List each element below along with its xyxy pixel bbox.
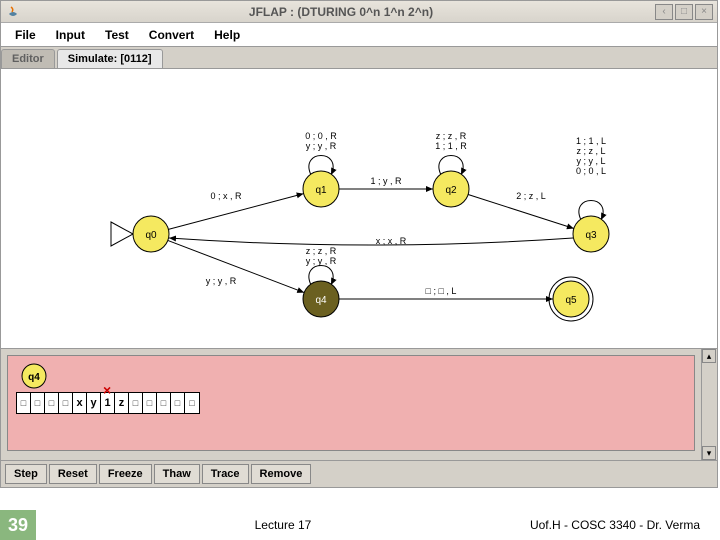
tape-cell: y: [87, 393, 101, 413]
tape-cell: □: [185, 393, 199, 413]
svg-text:0 ; 0 , L: 0 ; 0 , L: [576, 166, 606, 176]
tape-cell: □: [45, 393, 59, 413]
svg-text:z ; z , R: z ; z , R: [306, 246, 337, 256]
simulation-panel: q4 □□□□xy1z□□□□□ × ▴ ▾: [1, 349, 717, 461]
button-row: Step Reset Freeze Thaw Trace Remove: [1, 461, 717, 487]
tape-cell: z: [115, 393, 129, 413]
reset-button[interactable]: Reset: [49, 464, 97, 484]
svg-text:0 ; x , R: 0 ; x , R: [210, 191, 242, 201]
window-title: JFLAP : (DTURING 0^n 1^n 2^n): [27, 5, 655, 19]
menu-bar: File Input Test Convert Help: [1, 23, 717, 47]
svg-text:q5: q5: [565, 295, 577, 306]
maximize-button[interactable]: □: [675, 4, 693, 20]
thaw-button[interactable]: Thaw: [154, 464, 200, 484]
footer-right: Uof.H - COSC 3340 - Dr. Verma: [530, 518, 720, 532]
step-button[interactable]: Step: [5, 464, 47, 484]
menu-convert[interactable]: Convert: [139, 25, 204, 45]
tape-head-marker: ×: [103, 382, 111, 398]
tape-cell: □: [143, 393, 157, 413]
titlebar: JFLAP : (DTURING 0^n 1^n 2^n) ‹ □ ×: [1, 1, 717, 23]
remove-button[interactable]: Remove: [251, 464, 312, 484]
scrollbar-vertical[interactable]: ▴ ▾: [701, 349, 717, 460]
menu-file[interactable]: File: [5, 25, 46, 45]
window-controls: ‹ □ ×: [655, 4, 713, 20]
svg-text:q2: q2: [445, 185, 457, 196]
menu-help[interactable]: Help: [204, 25, 250, 45]
automaton-canvas[interactable]: 0 ; x , R0 ; 0 , Ry ; y , R1 ; y , Rz ; …: [1, 69, 717, 349]
simulation-config[interactable]: q4 □□□□xy1z□□□□□ ×: [7, 355, 695, 451]
close-button[interactable]: ×: [695, 4, 713, 20]
svg-text:q1: q1: [315, 185, 327, 196]
tab-simulate[interactable]: Simulate: [0112]: [57, 49, 163, 68]
trace-button[interactable]: Trace: [202, 464, 249, 484]
scroll-down-button[interactable]: ▾: [702, 446, 716, 460]
svg-text:1 ; 1 , R: 1 ; 1 , R: [435, 141, 467, 151]
scroll-up-button[interactable]: ▴: [702, 349, 716, 363]
svg-text:□ ; □ , L: □ ; □ , L: [426, 286, 457, 296]
freeze-button[interactable]: Freeze: [99, 464, 152, 484]
java-icon: [5, 4, 21, 20]
app-window: JFLAP : (DTURING 0^n 1^n 2^n) ‹ □ × File…: [0, 0, 718, 488]
svg-text:0 ; 0 , R: 0 ; 0 , R: [305, 131, 337, 141]
sim-current-state: q4: [16, 362, 56, 395]
tape-cell: □: [31, 393, 45, 413]
svg-text:1 ; y , R: 1 ; y , R: [370, 176, 402, 186]
tape-cell: □: [59, 393, 73, 413]
footer-center: Lecture 17: [36, 518, 530, 532]
tape-cell: □: [157, 393, 171, 413]
tab-editor[interactable]: Editor: [1, 49, 55, 68]
svg-text:q4: q4: [315, 295, 327, 306]
tape-cell: □: [17, 393, 31, 413]
svg-text:z ; z , R: z ; z , R: [436, 131, 467, 141]
svg-text:2 ; z , L: 2 ; z , L: [516, 191, 546, 201]
menu-test[interactable]: Test: [95, 25, 139, 45]
slide-footer: 39 Lecture 17 Uof.H - COSC 3340 - Dr. Ve…: [0, 510, 720, 540]
tab-row: Editor Simulate: [0112]: [1, 47, 717, 69]
svg-text:x ; x , R: x ; x , R: [376, 236, 407, 246]
sim-state-label: q4: [28, 372, 40, 383]
svg-text:z ; z , L: z ; z , L: [576, 146, 605, 156]
tape-cell: □: [129, 393, 143, 413]
svg-text:y ; y , L: y ; y , L: [576, 156, 605, 166]
svg-text:1 ; 1 , L: 1 ; 1 , L: [576, 136, 606, 146]
svg-text:y ; y , R: y ; y , R: [306, 256, 337, 266]
slide-number: 39: [0, 510, 36, 540]
svg-text:y ; y , R: y ; y , R: [306, 141, 337, 151]
minimize-button[interactable]: ‹: [655, 4, 673, 20]
svg-text:q0: q0: [145, 230, 157, 241]
tape-cell: □: [171, 393, 185, 413]
tape-cell: x: [73, 393, 87, 413]
svg-text:q3: q3: [585, 230, 597, 241]
menu-input[interactable]: Input: [46, 25, 95, 45]
svg-text:y ; y , R: y ; y , R: [206, 276, 237, 286]
